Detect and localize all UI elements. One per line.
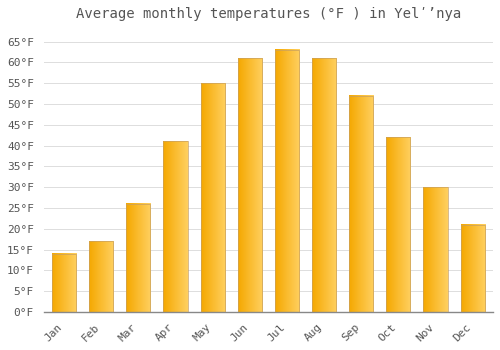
Bar [386,137,410,312]
Bar [312,58,336,312]
Bar [238,58,262,312]
Bar [424,187,448,312]
Title: Average monthly temperatures (°F ) in Yelʹ’nya: Average monthly temperatures (°F ) in Ye… [76,7,461,21]
Bar [275,50,299,312]
Bar [200,83,224,312]
Bar [126,204,150,312]
Bar [349,96,374,312]
Bar [164,141,188,312]
Bar [52,254,76,312]
Bar [89,241,114,312]
Bar [460,225,484,312]
